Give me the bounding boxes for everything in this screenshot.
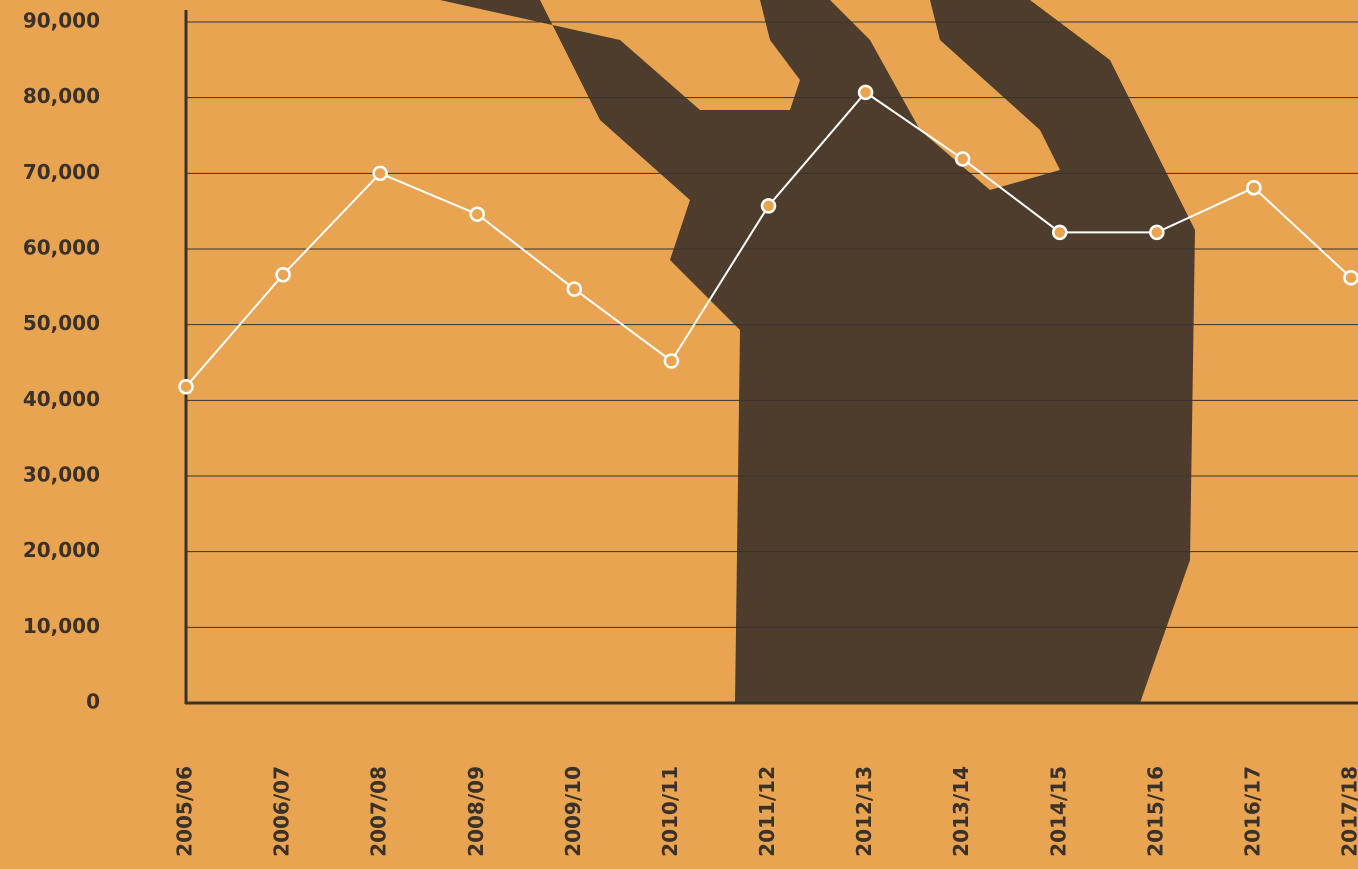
y-tick-label: 50,000 <box>23 311 100 335</box>
data-point <box>374 167 387 180</box>
x-tick-label: 2014/15 <box>1046 766 1070 857</box>
data-point <box>1345 271 1358 284</box>
y-tick-label: 20,000 <box>23 538 100 562</box>
data-point <box>859 86 872 99</box>
data-point <box>1053 226 1066 239</box>
x-tick-label: 2011/12 <box>755 766 779 857</box>
x-tick-label: 2017/18 <box>1338 766 1358 857</box>
data-point <box>665 354 678 367</box>
y-tick-label: 70,000 <box>23 160 100 184</box>
x-tick-label: 2013/14 <box>949 766 973 857</box>
data-point <box>1150 226 1163 239</box>
data-point <box>956 152 969 165</box>
x-tick-label: 2009/10 <box>561 766 585 857</box>
y-tick-label: 10,000 <box>23 614 100 638</box>
y-tick-label: 90,000 <box>23 9 100 33</box>
chart: 0 10,000 20,000 30,000 40,000 50,000 60,000 70,… <box>0 0 1358 869</box>
x-tick-label: 2016/17 <box>1240 766 1264 857</box>
page: {"chart_data": { "type": "line", "catego… <box>0 0 1358 869</box>
y-tick-label: 40,000 <box>23 387 100 411</box>
data-point <box>568 283 581 296</box>
x-tick-label: 2007/08 <box>367 766 391 857</box>
data-point <box>471 208 484 221</box>
y-tick-label: 0 <box>86 690 100 714</box>
x-tick-label: 2012/13 <box>852 766 876 857</box>
x-tick-label: 2006/07 <box>270 766 294 857</box>
x-tick-label: 2005/06 <box>173 766 197 857</box>
background-photo <box>440 0 1195 703</box>
data-point <box>180 380 193 393</box>
data-point <box>1247 181 1260 194</box>
x-tick-label: 2008/09 <box>464 766 488 857</box>
x-tick-label: 2010/11 <box>658 766 682 857</box>
silhouette <box>440 0 1195 703</box>
y-tick-label: 60,000 <box>23 236 100 260</box>
x-tick-label: 2015/16 <box>1143 766 1167 857</box>
data-point <box>762 199 775 212</box>
data-point <box>277 268 290 281</box>
y-tick-label: 30,000 <box>23 463 100 487</box>
y-tick-label: 80,000 <box>23 84 100 108</box>
